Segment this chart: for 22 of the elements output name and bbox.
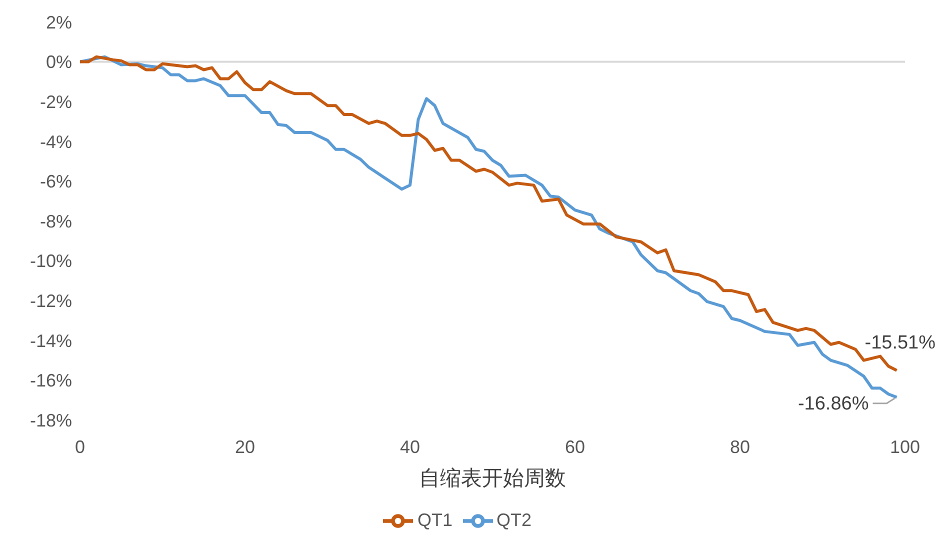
legend-label: QT2: [496, 510, 532, 530]
x-tick-label: 20: [234, 436, 256, 457]
y-tick-label: -16%: [30, 370, 72, 391]
y-tick-label: -6%: [40, 172, 72, 192]
x-tick-label: 0: [74, 436, 86, 457]
y-tick-label: -18%: [30, 410, 72, 430]
legend-label: QT1: [417, 510, 452, 530]
y-tick-label: -12%: [30, 290, 72, 311]
x-tick-label: 60: [564, 436, 586, 457]
x-tick-label: 100: [890, 436, 920, 457]
annotation: -16.86%: [798, 393, 869, 414]
y-tick-label: -14%: [30, 330, 72, 351]
x-tick-label: 40: [400, 436, 420, 457]
y-tick-label: -10%: [30, 251, 72, 272]
y-tick-label: -8%: [40, 211, 72, 232]
annotation: -15.51%: [864, 332, 936, 354]
y-tick-label: 2%: [46, 12, 72, 32]
x-axis-title: 自缩表开始周数: [419, 466, 566, 490]
y-tick-label: -2%: [40, 92, 72, 112]
x-tick-label: 80: [730, 436, 750, 457]
y-tick-label: 0%: [46, 52, 72, 72]
y-tick-label: -4%: [40, 132, 72, 152]
